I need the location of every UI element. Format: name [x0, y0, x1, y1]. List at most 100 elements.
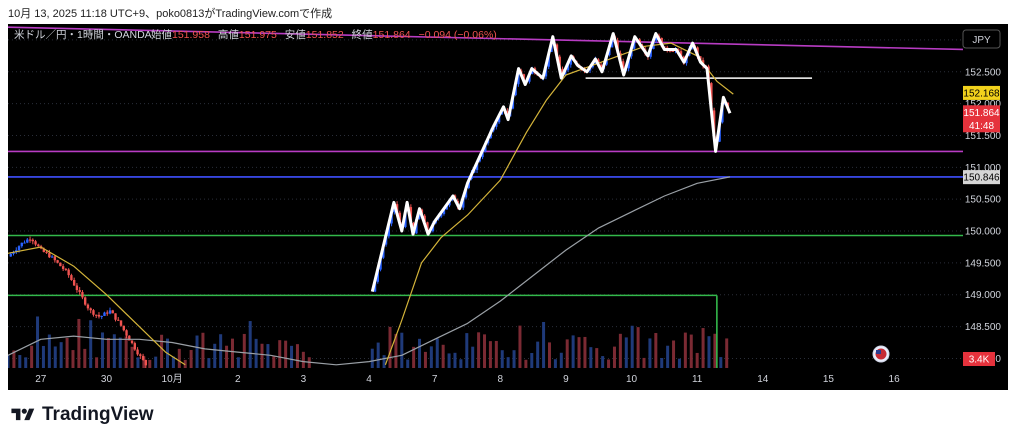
volume-bar	[160, 334, 164, 368]
volume-bar	[154, 356, 158, 368]
volume-bar	[53, 346, 57, 368]
line-pink-upper	[8, 26, 963, 51]
volume-bar	[406, 359, 410, 368]
candle-body	[114, 313, 117, 320]
time-tick-label: 8	[497, 374, 503, 385]
candle-body	[53, 256, 57, 261]
volume-bar	[447, 353, 451, 368]
volume-bar	[565, 339, 569, 368]
candle-body	[42, 248, 46, 252]
chart-panel[interactable]: 153.000152.500152.000151.500151.000150.5…	[8, 24, 1008, 390]
volume-marker	[963, 352, 995, 366]
candle-body	[445, 205, 448, 210]
time-tick-label: 7	[432, 374, 438, 385]
candle-body	[89, 308, 92, 311]
volume-bar	[624, 337, 628, 368]
time-tick-label: 16	[889, 374, 901, 385]
candle-body	[59, 262, 62, 267]
candle-body	[621, 61, 625, 72]
tradingview-logo[interactable]: TradingView	[10, 404, 154, 426]
candle-body	[655, 35, 658, 41]
low-label: 安値	[285, 28, 306, 41]
volume-bar	[672, 340, 676, 368]
volume-bar	[677, 358, 681, 368]
volume-bar	[435, 338, 439, 368]
candle-body	[117, 319, 120, 321]
volume-bar	[601, 356, 605, 368]
candle-body	[56, 260, 59, 263]
time-tick-label: 30	[101, 374, 113, 385]
volume-bar	[101, 332, 105, 368]
volume-bar	[512, 350, 516, 368]
change-value: −0.094 (−0.06%)	[419, 29, 497, 41]
candle-body	[23, 242, 26, 244]
candle-body	[679, 51, 683, 57]
flag-icon[interactable]	[872, 345, 890, 363]
price-tick-label: 150.000	[965, 227, 1002, 238]
volume-bar	[418, 338, 422, 368]
volume-bar	[112, 334, 116, 368]
candle-body	[668, 50, 672, 52]
time-tick-label: 27	[35, 374, 47, 385]
volume-bar	[577, 337, 581, 368]
volume-bar	[242, 333, 246, 368]
candle-body	[125, 330, 128, 336]
volume-bar	[171, 356, 175, 368]
volume-bar	[148, 359, 152, 368]
price-markers: 152.168 151.864 41:48 150.846 3.4K	[963, 85, 1000, 366]
price-marker-label: 151.864	[963, 108, 1000, 119]
close-value: 151.864	[373, 29, 411, 41]
volume-bar	[388, 326, 392, 368]
volume-bar	[370, 348, 374, 368]
price-chart[interactable]: 153.000152.500152.000151.500151.000150.5…	[8, 24, 1008, 390]
candle-body	[75, 285, 79, 291]
currency-button-label: JPY	[972, 35, 991, 46]
volume-bar	[65, 337, 69, 368]
candle-body	[45, 251, 48, 253]
candle-body	[632, 40, 636, 49]
volume-bar	[248, 321, 252, 368]
volume-bar	[24, 357, 28, 368]
candle-body	[50, 256, 54, 258]
volume-bar	[666, 345, 670, 368]
volume-bar	[130, 346, 134, 368]
time-tick-label: 15	[823, 374, 835, 385]
volume-bar	[230, 338, 234, 368]
volume-bar	[89, 320, 93, 368]
volume-bar	[695, 352, 699, 368]
volume-bar	[118, 337, 122, 368]
candle-body	[144, 359, 148, 366]
candle-body	[26, 239, 29, 243]
candle-body	[111, 310, 114, 314]
candle-body	[72, 279, 76, 286]
volume-bar	[701, 328, 705, 368]
candle-body	[81, 292, 84, 298]
candle-body	[20, 242, 23, 247]
candle-body	[103, 312, 106, 316]
volume-bar	[47, 334, 51, 368]
volume-bar	[394, 333, 398, 368]
candle-body	[37, 244, 40, 247]
volume-bar	[553, 359, 557, 368]
volume-bar	[506, 357, 510, 368]
candle-body	[9, 253, 12, 257]
volume-bar	[12, 350, 16, 368]
volume-bar	[429, 346, 433, 368]
candle-body	[439, 213, 443, 217]
volume-bar	[713, 333, 717, 368]
price-tick-label: 149.500	[965, 258, 1002, 269]
volume-bar	[542, 321, 546, 368]
volume-bar	[272, 356, 276, 368]
volume-bar	[183, 359, 187, 368]
candle-body	[517, 70, 520, 85]
volume-bars	[8, 316, 729, 368]
volume-bar	[648, 338, 652, 368]
candle-body	[92, 310, 95, 315]
volume-bar	[524, 359, 528, 368]
currency-button[interactable]: JPY	[962, 29, 1001, 49]
volume-bar	[382, 355, 386, 368]
symbol-label: 米ドル／円・1時間・OANDA	[14, 28, 152, 41]
moving-averages	[8, 42, 734, 366]
volume-bar	[236, 357, 240, 368]
volume-bar	[636, 327, 640, 368]
